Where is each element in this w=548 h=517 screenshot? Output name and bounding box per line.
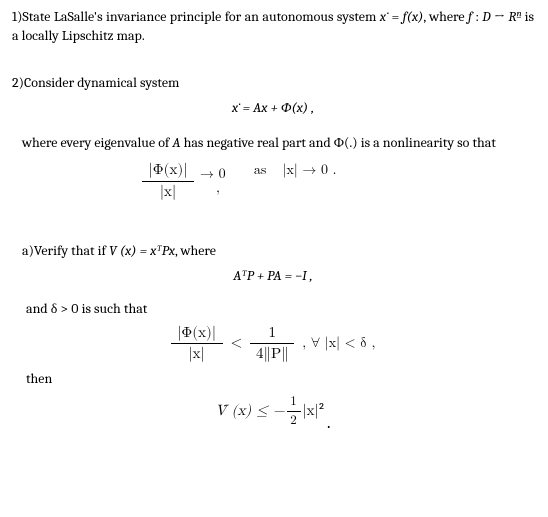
q2-heading: 2)Consider dynamical system (12, 74, 534, 93)
q1-text-after: , where (423, 8, 468, 25)
q1-eq-eq: = (388, 8, 403, 25)
limit-arrow0: → 0 (200, 167, 226, 182)
q2-eig-after: has negative real part and Φ(.) is a non… (180, 134, 495, 151)
vdot-dot: . (327, 411, 331, 435)
vdot-frac-top: 1 (290, 393, 297, 411)
limit-expr: |x| → 0 . (283, 163, 337, 177)
limit-comma: , (200, 181, 220, 196)
q1-eq-rhs: f(x) (403, 8, 424, 25)
vdot-rhs: |x|² (303, 401, 325, 421)
then-text: then (12, 370, 534, 389)
limit-row: |Φ(x)| |x| → 0 , as |x| → 0 . (142, 160, 534, 202)
q1-paragraph: 1)State LaSalle's invariance principle f… (12, 8, 534, 46)
q1-eq-lhs: x˙ (380, 8, 388, 25)
vdot-lhs: V̇ (x) ≤ − (215, 401, 284, 421)
vdot-row: V̇ (x) ≤ − 1 2 |x|² . (12, 393, 534, 429)
qa-where: , where (175, 242, 216, 259)
q1-map-dom: D (482, 8, 490, 25)
lyap-eq-text: AᵀP + PA = −I , (233, 267, 312, 284)
qa-text: a)Verify that if V (x) = xᵀPx, where (12, 242, 534, 261)
ineq-frac-top: |Φ(x)| (177, 323, 216, 343)
ineq-row: |Φ(x)| |x| < 1 4∥P∥ , ∀ |x| < δ , (12, 323, 534, 365)
q2-eq-center: x˙ = Ax + Φ(x) , (232, 99, 314, 116)
ineq-tail: , ∀ |x| < δ , (302, 334, 375, 353)
q1-text-before: 1)State LaSalle's invariance principle f… (12, 8, 380, 25)
delta-text: and δ > 0 is such that (12, 300, 534, 319)
ineq-frac-bottom: |x| (188, 344, 204, 364)
limit-frac-top: |Φ(x)| (149, 160, 188, 180)
lyap-eq: AᵀP + PA = −I , (12, 267, 534, 286)
ineq-rhs-bottom: 4∥P∥ (256, 344, 289, 364)
q1-map-arrow: → (491, 8, 509, 25)
ineq-rhs-top: 1 (269, 323, 277, 343)
qa-vdef: V (x) = xᵀPx (109, 242, 175, 259)
limit-as: as (254, 163, 267, 177)
q2-equation: x˙ = Ax + Φ(x) , (12, 99, 534, 118)
q1-map-cod: Rⁿ (508, 8, 524, 25)
vdot-frac-bottom: 2 (290, 412, 297, 430)
ineq-lt: < (231, 333, 243, 353)
q2-eig-text: where every eigenvalue of A has negative… (12, 134, 534, 153)
limit-frac-bottom: |x| (160, 182, 176, 202)
q2-eig-before: where every eigenvalue of (22, 134, 172, 151)
qa-text-before: a)Verify that if (22, 242, 109, 259)
